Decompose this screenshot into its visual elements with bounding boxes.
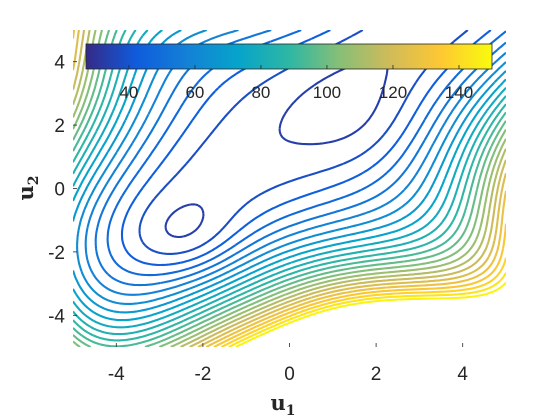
x-axis-ticks: -4 -2 0 2 4: [108, 343, 468, 385]
colorbar-tick-label: 120: [379, 83, 407, 102]
x-tick-label: 4: [457, 364, 468, 385]
contour-level-21: [213, 223, 506, 347]
contour-level-12: [73, 30, 506, 342]
y-tick-label: 4: [54, 53, 65, 74]
colorbar-tick-label: 80: [251, 83, 270, 102]
contour-level-22: [221, 257, 506, 347]
contour-level-24: [235, 281, 506, 347]
colorbar-tick-label: 140: [445, 83, 473, 102]
contour-level-17: [73, 30, 506, 347]
colorbar-tick-label: 40: [119, 83, 138, 102]
x-tick-label: 2: [371, 364, 382, 385]
x-axis-label: u1: [270, 390, 295, 419]
y-tick-label: 2: [54, 116, 65, 137]
contour-lines: [73, 30, 506, 347]
contour-level-9: [73, 30, 506, 322]
x-tick-label: -2: [194, 364, 211, 385]
contour-level-20: [73, 30, 506, 347]
y-tick-label: -4: [48, 306, 65, 327]
contour-level-19: [73, 30, 506, 347]
colorbar-tick-label: 60: [185, 83, 204, 102]
contour-level-7: [76, 30, 506, 305]
y-tick-label: -2: [48, 243, 65, 264]
contour-level-11: [73, 30, 506, 336]
contour-level-15: [73, 30, 506, 347]
x-tick-label: 0: [284, 364, 295, 385]
contour-level-23: [228, 272, 506, 347]
contour-level-18: [73, 30, 506, 347]
contour-level-14: [73, 30, 506, 347]
x-tick-label: -4: [108, 364, 125, 385]
colorbar: 40 60 80 100 120 140: [85, 43, 493, 102]
contour-level-16: [73, 30, 506, 347]
colorbar-gradient: [85, 43, 493, 70]
y-axis-label: u2: [13, 175, 42, 200]
contour-level-10: [73, 30, 506, 329]
colorbar-ticks: 40 60 80 100 120 140: [119, 65, 473, 102]
contour-level-8: [73, 30, 506, 314]
colorbar-tick-label: 100: [313, 83, 341, 102]
contour-level-13: [73, 30, 506, 347]
y-axis-ticks: -4 -2 0 2 4: [48, 53, 77, 327]
y-tick-label: 0: [54, 180, 65, 201]
